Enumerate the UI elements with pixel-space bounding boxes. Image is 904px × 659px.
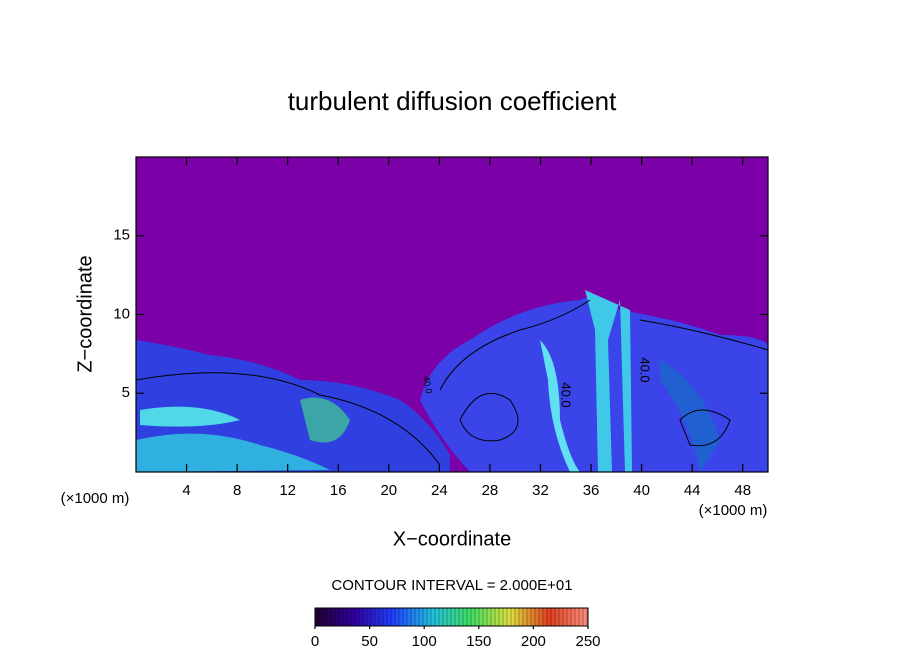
contour-label: 40.0 (559, 382, 574, 407)
x-tick-label: 8 (233, 482, 241, 499)
x-tick-label: 4 (182, 482, 190, 499)
y-unit: (×1000 m) (699, 502, 768, 519)
x-tick-label: 48 (734, 482, 751, 499)
contour-label: 40.0 (638, 357, 653, 382)
x-tick-label: 32 (532, 482, 549, 499)
chart-title: turbulent diffusion coefficient (288, 86, 617, 116)
x-tick-label: 40 (633, 482, 650, 499)
contour-interval: CONTOUR INTERVAL = 2.000E+01 (331, 577, 572, 594)
y-tick-label: 10 (113, 305, 130, 322)
x-tick-label: 12 (279, 482, 296, 499)
y-tick-label: 15 (113, 227, 130, 244)
colorbar-tick-label: 250 (575, 633, 600, 650)
y-tick-label: 5 (122, 384, 130, 401)
x-tick-label: 20 (380, 482, 397, 499)
x-tick-label: 24 (431, 482, 448, 499)
field (136, 157, 768, 472)
contour-label: 40.0 (421, 375, 434, 394)
colorbar-tick-label: 100 (412, 633, 437, 650)
colorbar-tick-label: 200 (521, 633, 546, 650)
x-axis-label: X−coordinate (393, 528, 511, 550)
x-tick-label: 44 (684, 482, 701, 499)
y-axis-label: Z−coordinate (74, 255, 96, 372)
x-unit: (×1000 m) (61, 490, 130, 507)
colorbar-tick-label: 0 (311, 633, 319, 650)
x-tick-label: 36 (583, 482, 600, 499)
x-tick-label: 16 (330, 482, 347, 499)
colorbar-tick-label: 50 (361, 633, 378, 650)
colorbar-tick-label: 150 (466, 633, 491, 650)
x-tick-label: 28 (482, 482, 499, 499)
